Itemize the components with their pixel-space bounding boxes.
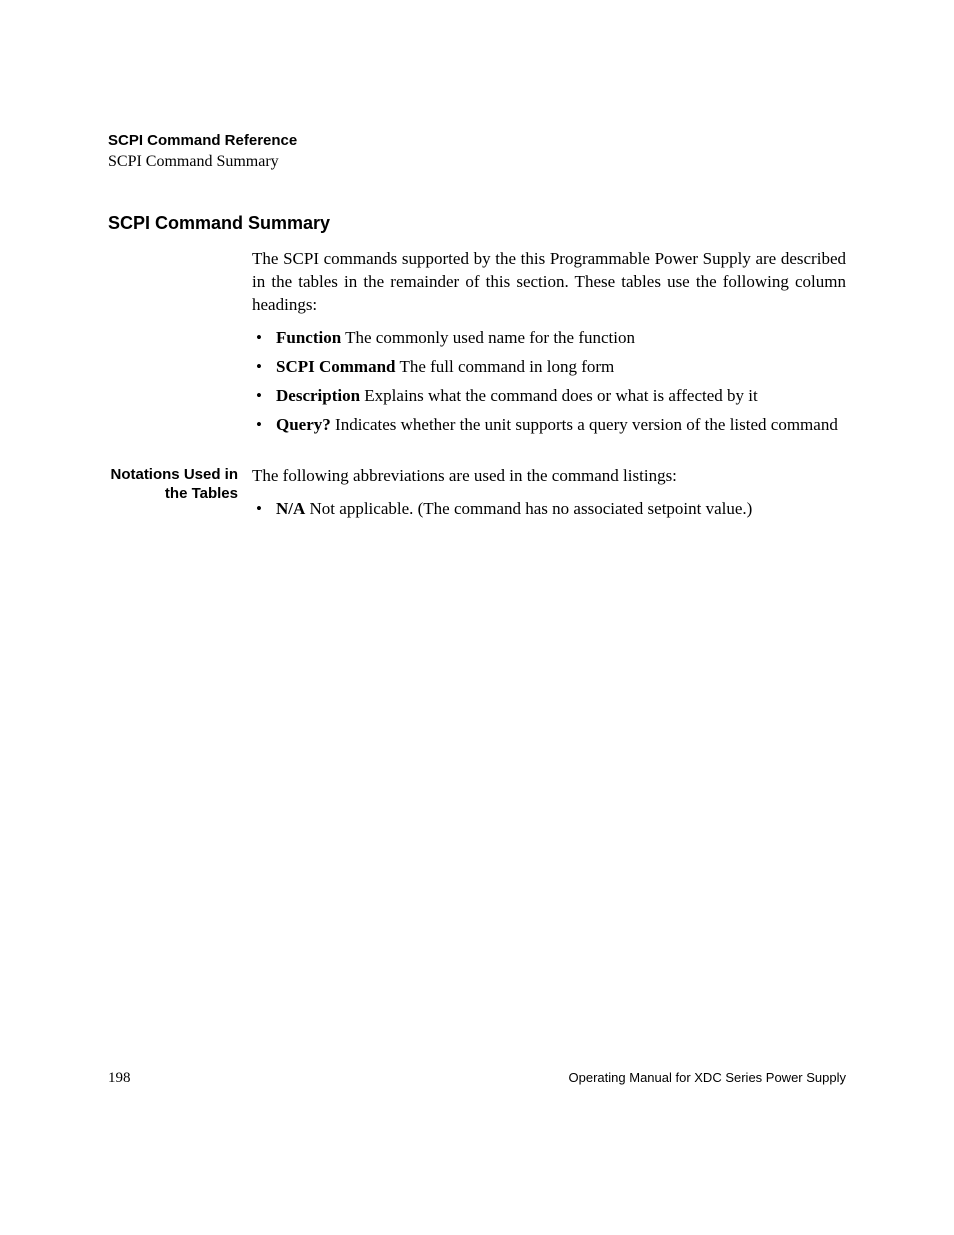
section-heading: SCPI Command Summary [108, 213, 846, 234]
list-item: SCPI Command The full command in long fo… [252, 356, 846, 379]
section-subtitle: SCPI Command Summary [108, 152, 846, 171]
term-desc: Explains what the command does or what i… [360, 386, 758, 405]
term-desc: Indicates whether the unit supports a qu… [331, 415, 838, 434]
term-label: N/A [276, 499, 305, 518]
list-item: Query? Indicates whether the unit suppor… [252, 414, 846, 437]
notations-side-label: Notations Used in the Tables [108, 465, 238, 521]
chapter-title: SCPI Command Reference [108, 132, 846, 150]
list-item: N/A Not applicable. (The command has no … [252, 498, 846, 521]
document-page: SCPI Command Reference SCPI Command Summ… [0, 0, 954, 1235]
running-header: SCPI Command Reference SCPI Command Summ… [108, 132, 846, 171]
intro-block: The SCPI commands supported by the this … [108, 248, 846, 437]
notations-list: N/A Not applicable. (The command has no … [252, 498, 846, 521]
intro-body: The SCPI commands supported by the this … [238, 248, 846, 437]
intro-paragraph: The SCPI commands supported by the this … [252, 248, 846, 317]
term-label: Function [276, 328, 341, 347]
term-desc: Not applicable. (The command has no asso… [305, 499, 752, 518]
notations-block: Notations Used in the Tables The followi… [108, 465, 846, 521]
term-desc: The full command in long form [396, 357, 615, 376]
list-item: Function The commonly used name for the … [252, 327, 846, 350]
term-label: Description [276, 386, 360, 405]
page-footer: 198 Operating Manual for XDC Series Powe… [108, 1070, 846, 1087]
list-item: Description Explains what the command do… [252, 385, 846, 408]
term-label: Query? [276, 415, 331, 434]
left-margin-spacer [108, 248, 238, 437]
manual-title: Operating Manual for XDC Series Power Su… [569, 1070, 846, 1085]
term-desc: The commonly used name for the function [341, 328, 635, 347]
notations-body: The following abbreviations are used in … [238, 465, 846, 521]
column-headings-list: Function The commonly used name for the … [252, 327, 846, 437]
term-label: SCPI Command [276, 357, 396, 376]
notations-intro: The following abbreviations are used in … [252, 465, 846, 488]
page-number: 198 [108, 1070, 131, 1087]
